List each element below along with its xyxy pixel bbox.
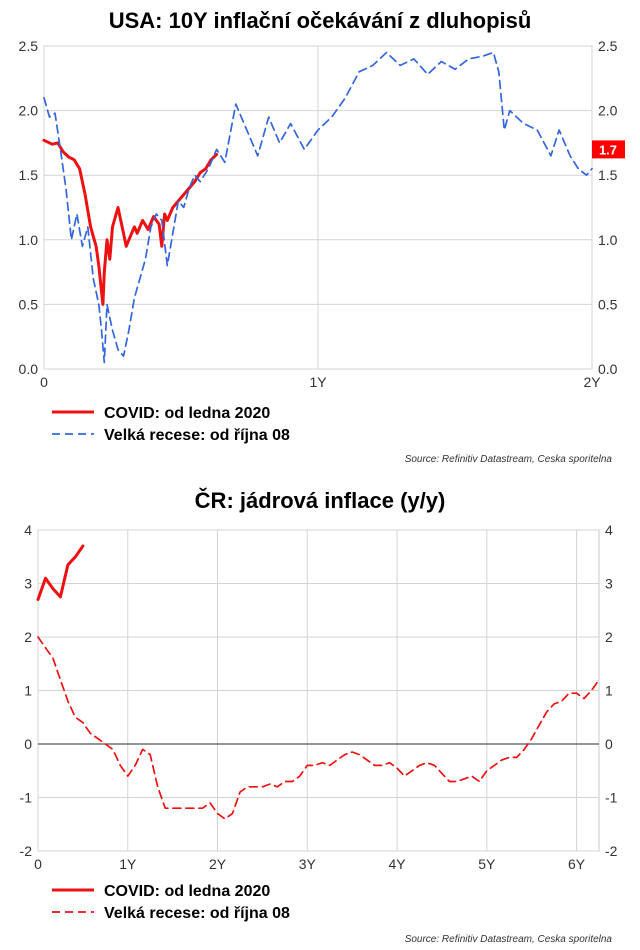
x-tick-label: 4Y [388,856,406,872]
x-tick-label: 6Y [568,856,586,872]
y-axis-right: -2 -1 0 1 2 3 4 [605,522,618,859]
y-axis-left: 0.0 0.5 1.0 1.5 2.0 2.5 [19,38,39,377]
series-group [42,51,593,364]
source-note: Source: Refinitiv Datastream, Ceska spor… [405,454,613,465]
x-tick-label: 1Y [119,856,137,872]
y-tick-label: 1.0 [598,232,618,248]
y-tick-label: 2.0 [598,103,618,119]
y-tick-label: -2 [20,843,33,859]
y-tick-label: -2 [605,843,618,859]
legend-label-recession: Velká recese: od října 08 [104,905,290,922]
series-line-covid [36,544,85,601]
legend-label-recession: Velká recese: od října 08 [104,427,290,444]
last-value-badge: 1.7 [592,140,625,159]
last-value-badge-box [592,140,625,159]
y-tick-label: 3 [24,576,32,592]
series-line-recession [37,636,600,820]
x-axis: 0 1Y 2Y 3Y 4Y 5Y 6Y [34,856,586,872]
x-tick-label: 0 [34,856,42,872]
y-tick-label: 2 [24,629,32,645]
y-tick-label: 1 [605,683,613,699]
x-tick-label: 2Y [583,374,601,390]
source-note: Source: Refinitiv Datastream, Ceska spor… [405,934,613,945]
gridlines [43,45,593,370]
y-tick-label: 4 [24,522,32,538]
x-tick-label: 5Y [478,856,496,872]
y-tick-label: 0 [605,736,613,752]
chart-title: ČR: jádrová inflace (y/y) [195,488,446,513]
y-tick-label: 2.0 [19,103,39,119]
series-line-covid [42,138,219,306]
y-tick-label: 1.0 [19,232,39,248]
y-tick-label: 0 [24,736,32,752]
y-tick-label: 0.0 [19,361,39,377]
x-tick-label: 3Y [299,856,317,872]
chart-usa-inflation-expectations: USA: 10Y inflační očekávání z dluhopisů … [19,8,625,465]
y-tick-label: 1 [24,683,32,699]
legend-label-covid: COVID: od ledna 2020 [104,883,270,900]
legend-label-covid: COVID: od ledna 2020 [104,405,270,422]
y-tick-label: 2 [605,629,613,645]
gridlines [37,529,600,852]
series-group [36,544,600,820]
y-tick-label: 4 [605,522,613,538]
x-tick-label: 2Y [209,856,227,872]
y-tick-label: -1 [605,790,618,806]
chart-title: USA: 10Y inflační očekávání z dluhopisů [109,8,532,33]
last-value-label: 1.7 [599,142,617,157]
y-tick-label: 2.5 [598,38,618,54]
x-tick-label: 1Y [309,374,327,390]
y-tick-label: -1 [20,790,33,806]
y-axis-right: 0.0 0.5 1.0 1.5 2.0 2.5 [598,38,618,377]
chart-cz-core-inflation: ČR: jádrová inflace (y/y) -2 -1 0 1 2 3 4 -2 -1… [20,488,618,945]
x-axis: 0 1Y 2Y [40,374,601,390]
y-tick-label: 0.5 [598,296,618,312]
y-tick-label: 0.5 [19,296,39,312]
y-tick-label: 2.5 [19,38,39,54]
x-tick-label: 0 [40,374,48,390]
legend: COVID: od ledna 2020 Velká recese: od ří… [52,405,290,444]
y-tick-label: 0.0 [598,361,618,377]
legend: COVID: od ledna 2020 Velká recese: od ří… [52,883,290,922]
y-tick-label: 1.5 [598,167,618,183]
y-tick-label: 3 [605,576,613,592]
y-tick-label: 1.5 [19,167,39,183]
series-line-recession [43,51,593,364]
y-axis-left: -2 -1 0 1 2 3 4 [20,522,33,859]
